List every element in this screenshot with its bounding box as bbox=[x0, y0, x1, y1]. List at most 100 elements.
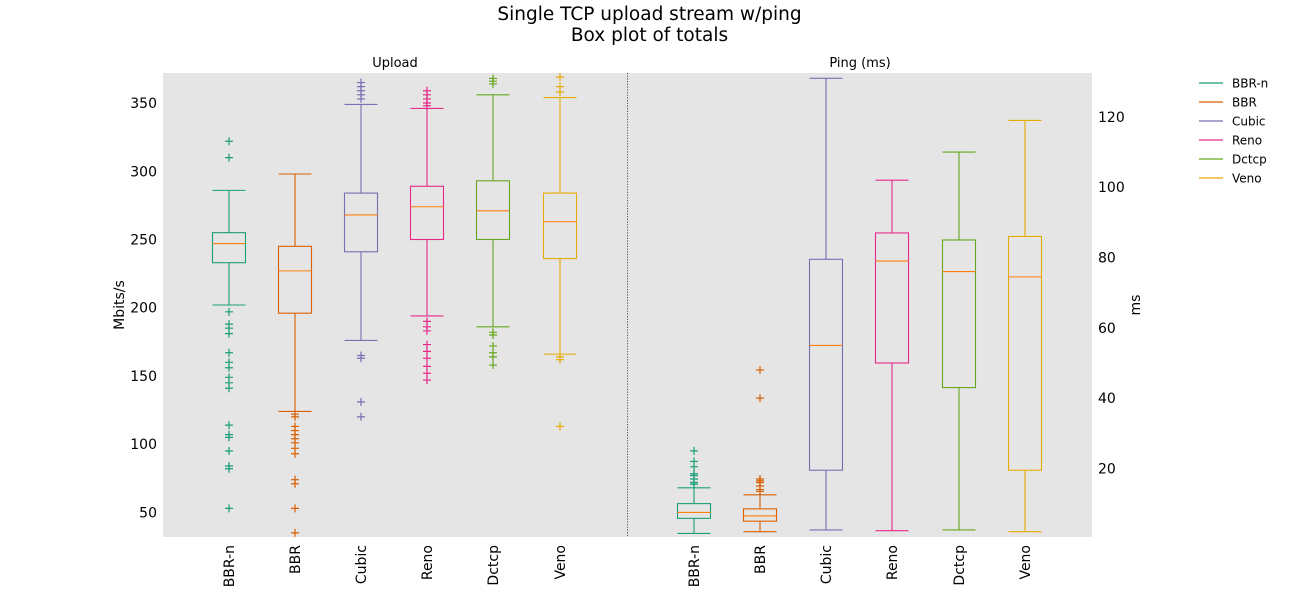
x-tick-label: BBR-n bbox=[222, 545, 238, 587]
box-bbr bbox=[742, 366, 778, 533]
x-tick-label: Dctcp bbox=[952, 545, 968, 586]
flier-point bbox=[423, 354, 431, 363]
box-dctcp bbox=[475, 74, 511, 370]
flier-point bbox=[291, 504, 299, 513]
x-tick-label: Cubic bbox=[819, 545, 835, 584]
y-tick-label: 60 bbox=[1098, 321, 1116, 337]
flier-point bbox=[690, 462, 698, 471]
flier-point bbox=[423, 369, 431, 378]
box-iqr bbox=[941, 239, 977, 389]
flier-point bbox=[291, 528, 299, 537]
flier-point bbox=[489, 341, 497, 350]
chart-title: Single TCP upload stream w/ping bbox=[497, 4, 802, 25]
flier-point bbox=[357, 94, 365, 103]
flier-point bbox=[489, 361, 497, 370]
y-axis-label: Mbits/s bbox=[112, 280, 128, 330]
flier-point bbox=[291, 479, 299, 488]
flier-point bbox=[357, 412, 365, 421]
chart-subtitle: Box plot of totals bbox=[570, 25, 729, 46]
flier-point bbox=[225, 348, 233, 357]
legend-label: BBR bbox=[1232, 96, 1257, 110]
flier-point bbox=[556, 422, 564, 431]
x-tick-label: Cubic bbox=[354, 545, 370, 584]
y-tick-label: 20 bbox=[1098, 461, 1116, 477]
box-iqr bbox=[676, 503, 712, 519]
y-tick-label: 80 bbox=[1098, 251, 1116, 267]
box-iqr bbox=[475, 180, 511, 241]
flier-point bbox=[225, 329, 233, 338]
flier-point bbox=[225, 137, 233, 146]
box-veno bbox=[542, 73, 578, 431]
box-iqr bbox=[409, 185, 445, 241]
y-tick-label: 40 bbox=[1098, 391, 1116, 407]
flier-point bbox=[225, 464, 233, 473]
flier-point bbox=[423, 101, 431, 110]
box-reno bbox=[874, 179, 910, 532]
flier-point bbox=[225, 384, 233, 393]
box-iqr bbox=[343, 192, 379, 253]
y-tick-label: 150 bbox=[130, 369, 157, 385]
flier-point bbox=[756, 487, 764, 496]
box-dctcp bbox=[941, 151, 977, 531]
flier-point bbox=[756, 366, 764, 375]
flier-point bbox=[756, 394, 764, 403]
legend-label: Cubic bbox=[1232, 115, 1266, 129]
y-tick-label: 300 bbox=[130, 164, 157, 180]
box-cubic bbox=[808, 77, 844, 531]
y-axis-label: ms bbox=[1128, 295, 1144, 316]
flier-point bbox=[690, 480, 698, 489]
flier-point bbox=[291, 412, 299, 421]
box-iqr bbox=[742, 508, 778, 522]
x-tick-label: BBR bbox=[288, 545, 304, 574]
box-bbr bbox=[277, 173, 313, 537]
box-iqr bbox=[277, 245, 313, 314]
x-tick-label: Veno bbox=[553, 545, 569, 580]
flier-point bbox=[225, 307, 233, 316]
flier-point bbox=[225, 433, 233, 442]
x-tick-label: BBR bbox=[753, 545, 769, 574]
x-tick-label: Reno bbox=[420, 545, 436, 580]
flier-point bbox=[423, 326, 431, 335]
y-tick-label: 120 bbox=[1098, 110, 1125, 126]
flier-point bbox=[556, 88, 564, 97]
box-bbr-n bbox=[211, 137, 247, 513]
panel-title: Ping (ms) bbox=[829, 56, 890, 71]
flier-point bbox=[225, 447, 233, 456]
box-iqr bbox=[1007, 235, 1043, 471]
legend-label: Reno bbox=[1232, 134, 1262, 148]
box-cubic bbox=[343, 78, 379, 421]
flier-point bbox=[291, 449, 299, 458]
flier-point bbox=[556, 355, 564, 364]
flier-point bbox=[489, 79, 497, 88]
x-tick-label: Veno bbox=[1018, 545, 1034, 580]
flier-point bbox=[423, 376, 431, 385]
legend: BBR-n BBR Cubic Reno Dctcp Veno bbox=[1199, 77, 1268, 186]
flier-point bbox=[225, 504, 233, 513]
y-tick-label: 250 bbox=[130, 232, 157, 248]
flier-point bbox=[225, 153, 233, 162]
legend-label: Dctcp bbox=[1232, 153, 1267, 167]
box-iqr bbox=[808, 258, 844, 471]
x-tick-label: Dctcp bbox=[486, 545, 502, 586]
box-iqr bbox=[874, 232, 910, 364]
box-iqr bbox=[211, 232, 247, 264]
flier-point bbox=[556, 73, 564, 82]
box-iqr bbox=[542, 192, 578, 260]
panel-title: Upload bbox=[372, 56, 418, 71]
x-tick-label: BBR-n bbox=[687, 545, 703, 587]
box-veno bbox=[1007, 119, 1043, 533]
legend-label: BBR-n bbox=[1232, 77, 1268, 91]
flier-point bbox=[357, 397, 365, 406]
flier-point bbox=[357, 354, 365, 363]
flier-point bbox=[489, 352, 497, 361]
flier-point bbox=[489, 331, 497, 340]
flier-point bbox=[690, 446, 698, 455]
legend-label: Veno bbox=[1232, 172, 1262, 186]
flier-point bbox=[423, 362, 431, 371]
y-tick-label: 100 bbox=[1098, 180, 1125, 196]
y-tick-label: 100 bbox=[130, 437, 157, 453]
flier-point bbox=[423, 340, 431, 349]
box-reno bbox=[409, 86, 445, 385]
flier-point bbox=[225, 421, 233, 430]
